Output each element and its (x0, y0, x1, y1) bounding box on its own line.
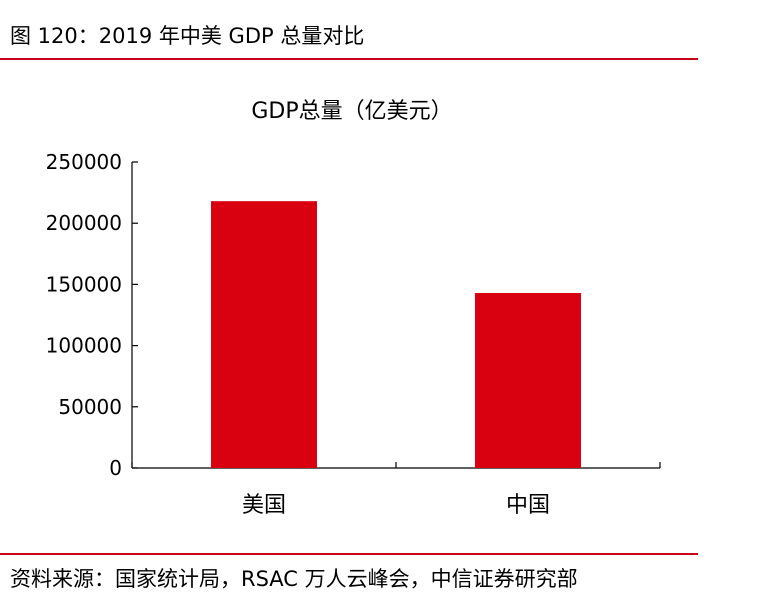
top-divider (0, 58, 698, 60)
y-axis-ticks: 0 50000 100000 150000 200000 250000 (46, 150, 138, 480)
bottom-divider (0, 553, 698, 555)
y-tick-label: 0 (109, 456, 122, 480)
source-note: 资料来源：国家统计局，RSAC 万人云峰会，中信证券研究部 (10, 567, 578, 591)
gdp-bar-chart: GDP总量（亿美元） 0 50000 100000 150000 200000 25000… (46, 99, 661, 518)
chart-title: GDP总量（亿美元） (251, 99, 452, 124)
y-tick-label: 100000 (46, 334, 122, 358)
y-tick-label: 200000 (46, 211, 122, 235)
bar-series (211, 201, 581, 468)
x-category-label: 美国 (242, 493, 286, 518)
x-category-label: 中国 (506, 493, 550, 518)
bar-1 (475, 292, 581, 468)
y-tick-label: 250000 (46, 150, 122, 174)
figure-caption: 图 120：2019 年中美 GDP 总量对比 (10, 24, 365, 48)
x-axis-ticks: 美国 中国 (131, 462, 661, 518)
y-tick-label: 50000 (58, 395, 122, 419)
y-tick-label: 150000 (46, 272, 122, 296)
bar-0 (211, 201, 317, 468)
